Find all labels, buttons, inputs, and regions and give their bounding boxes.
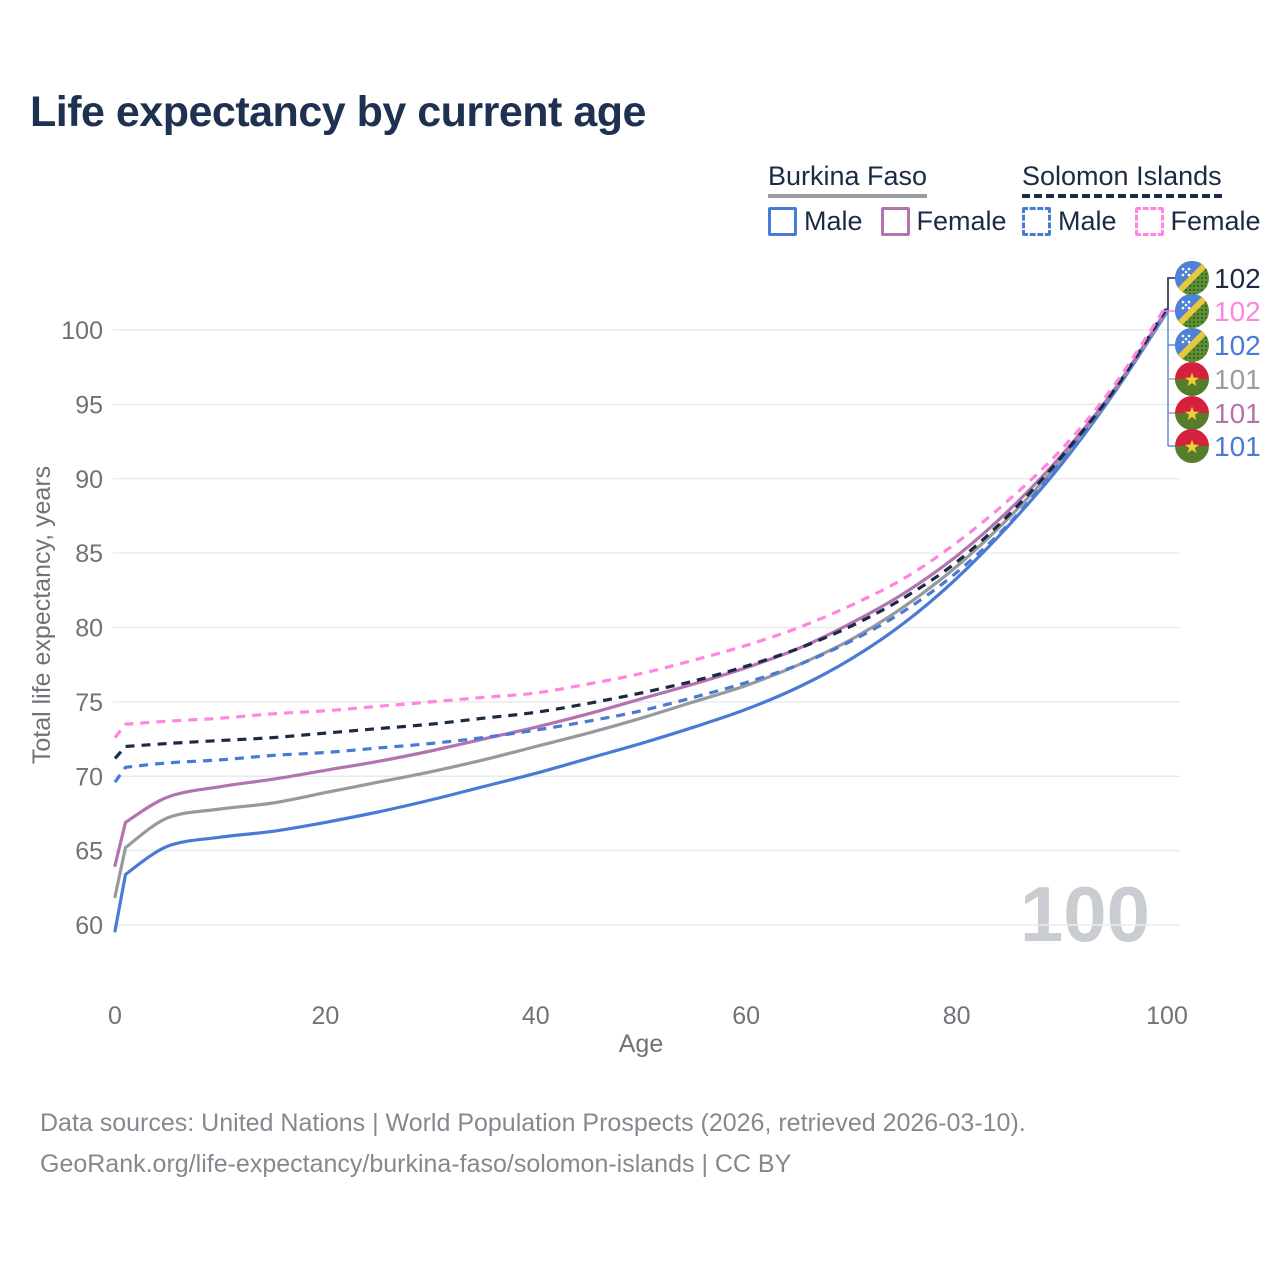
y-tick-label: 95 — [75, 391, 103, 419]
solomon-islands-flag-icon — [1175, 328, 1209, 362]
end-value-label: 101 — [1214, 431, 1261, 462]
x-tick-label: 0 — [108, 1002, 122, 1030]
watermark-age-label: 100 — [1020, 870, 1150, 958]
solomon-islands-flag-icon — [1175, 261, 1209, 295]
series-line-solomon-islands-total — [113, 306, 1169, 760]
flag-diagonal-stripe — [1175, 261, 1209, 295]
flag-star — [1184, 270, 1188, 274]
burkina-faso-flag-icon — [1175, 429, 1209, 463]
legend-items-burkina-faso: Male Female — [768, 206, 1025, 237]
legend-label-burkina-male[interactable]: Male — [804, 206, 863, 236]
footer-attribution-link[interactable]: GeoRank.org/life-expectancy/burkina-faso… — [40, 1150, 792, 1178]
page-title: Life expectancy by current age — [30, 88, 646, 136]
flag-star — [1181, 267, 1185, 271]
series-line-burkina-faso-female — [113, 307, 1169, 868]
x-axis-title: Age — [619, 1030, 663, 1058]
flag-red-band — [1175, 362, 1209, 379]
end-value-label: 102 — [1214, 330, 1261, 361]
burkina-faso-flag-icon — [1175, 396, 1209, 430]
y-tick-label: 80 — [75, 615, 103, 643]
series-line-solomon-islands-female — [113, 303, 1169, 739]
y-tick-label: 70 — [75, 763, 103, 791]
flag-star — [1181, 300, 1185, 304]
flag-green-band — [1175, 379, 1209, 396]
burkina-faso-flag-icon — [1175, 362, 1209, 396]
x-tick-label: 100 — [1146, 1002, 1188, 1030]
flag-star — [1181, 340, 1185, 344]
end-label-bracket-top — [1167, 277, 1175, 311]
legend-label-solomon-female[interactable]: Female — [1170, 206, 1261, 236]
y-tick-label: 65 — [75, 838, 103, 866]
series-line-burkina-faso-male — [113, 310, 1169, 933]
y-axis-title: Total life expectancy, years — [28, 466, 56, 764]
x-tick-label: 20 — [311, 1002, 339, 1030]
series-line-solomon-islands-male — [113, 308, 1169, 784]
legend-header-burkina-faso: Burkina Faso — [768, 161, 928, 198]
flag-star — [1181, 306, 1185, 310]
x-tick-label: 40 — [522, 1002, 550, 1030]
legend-label-burkina-female[interactable]: Female — [916, 206, 1007, 236]
flag-red-band — [1175, 396, 1209, 413]
x-tick-label: 80 — [943, 1002, 971, 1030]
flag-diagonal-stripe — [1175, 294, 1209, 328]
legend-header-solomon-islands: Solomon Islands — [1022, 161, 1222, 198]
flag-diagonal-stripe — [1175, 328, 1209, 362]
end-value-label: 101 — [1214, 398, 1261, 429]
solomon-islands-flag-icon — [1175, 294, 1209, 328]
flag-green-band — [1175, 413, 1209, 430]
flag-star — [1184, 439, 1200, 454]
flag-green-band — [1175, 446, 1209, 463]
flag-star — [1181, 334, 1185, 338]
y-tick-label: 75 — [75, 689, 103, 717]
flag-star — [1187, 306, 1191, 310]
legend-swatch-burkina-female[interactable] — [880, 207, 910, 236]
flag-star — [1181, 273, 1185, 277]
flag-star — [1187, 300, 1191, 304]
legend-items-solomon-islands: Male Female — [1022, 206, 1279, 237]
legend-group-burkina-faso: Burkina Faso Male Female — [768, 161, 1025, 237]
series-line-burkina-faso-total — [113, 309, 1169, 899]
end-value-label: 102 — [1214, 263, 1261, 294]
footer-data-sources: Data sources: United Nations | World Pop… — [40, 1109, 1026, 1137]
x-tick-label: 60 — [732, 1002, 760, 1030]
y-tick-label: 90 — [75, 466, 103, 494]
footer: Data sources: United Nations | World Pop… — [40, 1103, 1026, 1185]
y-tick-label: 85 — [75, 540, 103, 568]
end-value-label: 102 — [1214, 296, 1261, 327]
y-tick-label: 60 — [75, 912, 103, 940]
flag-star — [1187, 334, 1191, 338]
legend-swatch-burkina-male[interactable] — [768, 207, 797, 236]
flag-star — [1184, 372, 1200, 387]
legend-swatch-solomon-female[interactable] — [1134, 207, 1164, 236]
flag-star — [1184, 303, 1188, 307]
legend-group-solomon-islands: Solomon Islands Male Female — [1022, 161, 1279, 237]
flag-star — [1187, 340, 1191, 344]
flag-star — [1184, 406, 1200, 421]
legend-swatch-solomon-male[interactable] — [1022, 207, 1051, 236]
y-tick-label: 100 — [61, 317, 103, 345]
flag-star — [1187, 267, 1191, 271]
flag-star — [1187, 273, 1191, 277]
end-value-label: 101 — [1214, 364, 1261, 395]
flag-red-band — [1175, 429, 1209, 446]
flag-star — [1184, 337, 1188, 341]
legend-label-solomon-male[interactable]: Male — [1058, 206, 1117, 236]
